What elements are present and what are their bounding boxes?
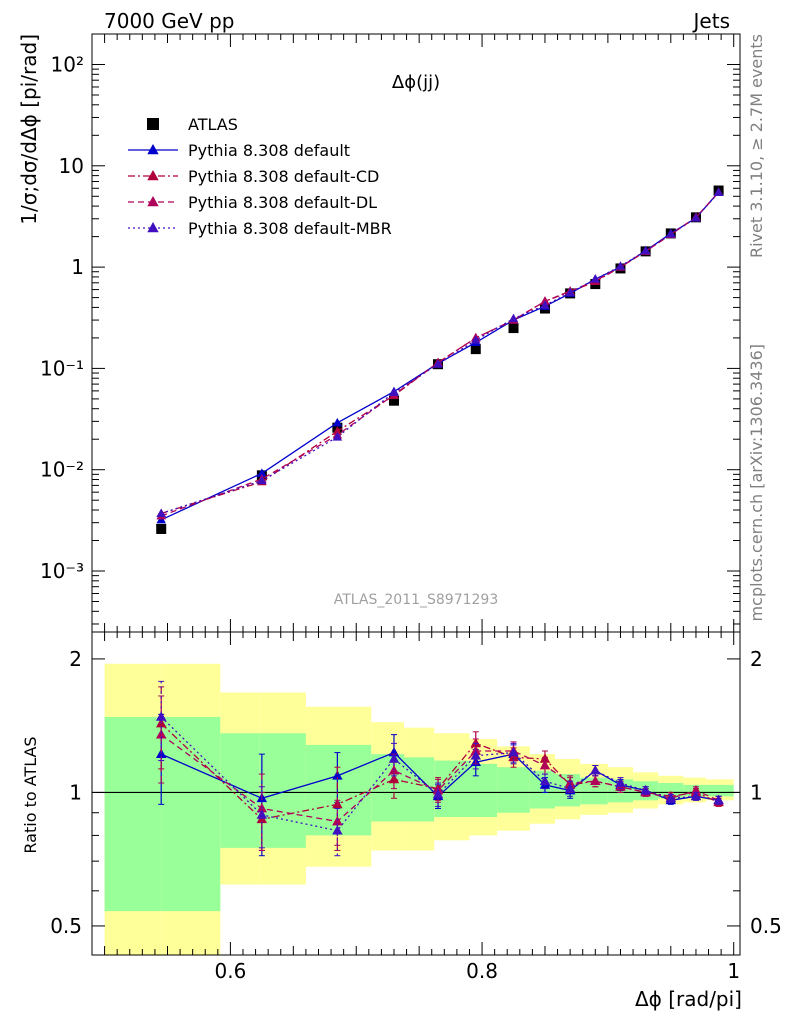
mcplots-label: mcplots.cern.ch [arXiv:1306.3436] (747, 344, 766, 621)
data-series (155, 185, 724, 857)
green-band-segment (259, 733, 306, 848)
data-marker-main (332, 417, 343, 427)
data-marker-ratio (155, 729, 167, 739)
data-marker-main (640, 245, 651, 255)
y-tick-label-ratio-right: 2 (750, 647, 763, 671)
data-marker-main (713, 187, 724, 197)
green-band-segment (220, 733, 260, 848)
data-marker-ratio (332, 770, 343, 780)
data-marker-main (433, 359, 443, 368)
data-marker-atlas (156, 523, 167, 534)
data-marker-ratio (432, 788, 444, 799)
data-marker-ratio (665, 792, 677, 803)
green-band-segment (529, 770, 556, 809)
legend-marker (147, 222, 159, 233)
y-tick-label-ratio-right: 0.5 (750, 914, 782, 938)
data-marker-main (257, 475, 267, 485)
green-band-segment (497, 767, 530, 813)
y-tick-label-ratio: 2 (69, 647, 82, 671)
data-marker-ratio (539, 760, 551, 770)
ratio-bands (104, 663, 734, 955)
legend-label: Pythia 8.308 default (188, 141, 350, 160)
y-tick-label-main: 10⁻¹ (40, 356, 84, 380)
legend-marker (147, 118, 159, 130)
data-marker-main (691, 213, 701, 222)
green-band-segment (104, 716, 162, 912)
legend-label: Pythia 8.308 default-MBR (188, 219, 392, 238)
x-tick-label: 1 (727, 959, 740, 983)
data-marker-main (565, 287, 575, 297)
data-marker-ratio (332, 825, 343, 835)
ratio-panel-frame (91, 631, 741, 956)
data-marker-main (666, 229, 676, 238)
data-marker-ratio (590, 775, 601, 786)
data-marker-ratio (155, 711, 167, 721)
y-tick-label-ratio-right: 1 (750, 780, 763, 804)
y-tick-label-main: 1 (71, 255, 84, 279)
data-marker-main (615, 261, 626, 270)
data-marker-main (389, 387, 399, 396)
data-marker-atlas (508, 323, 519, 334)
header-right: Jets (692, 9, 730, 33)
legend-label: Pythia 8.308 default-DL (188, 193, 377, 212)
plot-title: Δϕ(jj) (392, 72, 440, 93)
data-marker-main (332, 432, 343, 441)
data-marker-ratio (470, 750, 481, 760)
data-marker-ratio (256, 809, 268, 819)
watermark: ATLAS_2011_S8971293 (334, 592, 499, 608)
data-marker-main (471, 335, 481, 344)
y-tick-label-ratio: 1 (69, 780, 82, 804)
legend-marker (147, 144, 159, 155)
data-marker-main (257, 468, 267, 477)
y-tick-label-main: 10⁻² (40, 458, 84, 482)
y-axis-label-ratio: Ratio to ATLAS (21, 736, 40, 853)
data-marker-main (590, 274, 601, 283)
axes-frame: 10⁻³ 10⁻² 10⁻¹ 1 10 10² 0.5 0.5 1 1 2 2 0.6 0.8 1 (40, 33, 782, 983)
y-tick-label-main: 10 (59, 154, 84, 178)
data-marker-main (508, 313, 519, 323)
data-marker-ratio (508, 747, 519, 757)
series-line-main (161, 192, 720, 515)
data-marker-ratio (713, 794, 724, 805)
green-band-segment (371, 754, 405, 822)
series-line-main (160, 191, 720, 521)
y-axis-label-main: 1/σ;dσ/dΔϕ [pi/rad] (17, 34, 41, 225)
data-marker-ratio (590, 765, 601, 775)
x-axis-label: Δϕ [rad/pi] (635, 987, 742, 1011)
y-tick-label-main: 10⁻³ (40, 559, 84, 583)
data-marker-ratio (332, 815, 343, 826)
series-line-main (160, 192, 720, 517)
data-marker-ratio (388, 753, 400, 763)
green-band-segment (658, 783, 684, 799)
y-tick-label-main: 10² (51, 52, 84, 76)
green-band-segment (706, 784, 734, 797)
x-tick-label: 0.8 (466, 959, 498, 983)
legend-label: Pythia 8.308 default-CD (188, 167, 379, 186)
data-marker-main (540, 300, 550, 309)
header-left: 7000 GeV pp (104, 9, 235, 33)
green-band-segment (161, 716, 221, 912)
data-marker-ratio (564, 783, 576, 793)
data-marker-ratio (690, 790, 702, 801)
legend-label: ATLAS (188, 115, 238, 134)
green-band-segment (469, 763, 498, 818)
legend-marker (147, 170, 159, 181)
rivet-label: Rivet 3.1.10, ≥ 2.7M events (747, 34, 766, 258)
data-marker-atlas (388, 395, 399, 406)
x-tick-label: 0.6 (215, 959, 247, 983)
legend: ATLAS Pythia 8.308 default Pythia 8.308 de… (128, 115, 392, 238)
legend-marker (147, 196, 159, 207)
data-marker-ratio (539, 775, 551, 786)
data-marker-atlas (470, 344, 481, 355)
y-tick-label-ratio: 0.5 (50, 914, 82, 938)
data-marker-main (156, 508, 166, 517)
series-line-main (161, 192, 720, 515)
data-marker-ratio (615, 777, 626, 787)
data-marker-ratio (640, 785, 651, 795)
